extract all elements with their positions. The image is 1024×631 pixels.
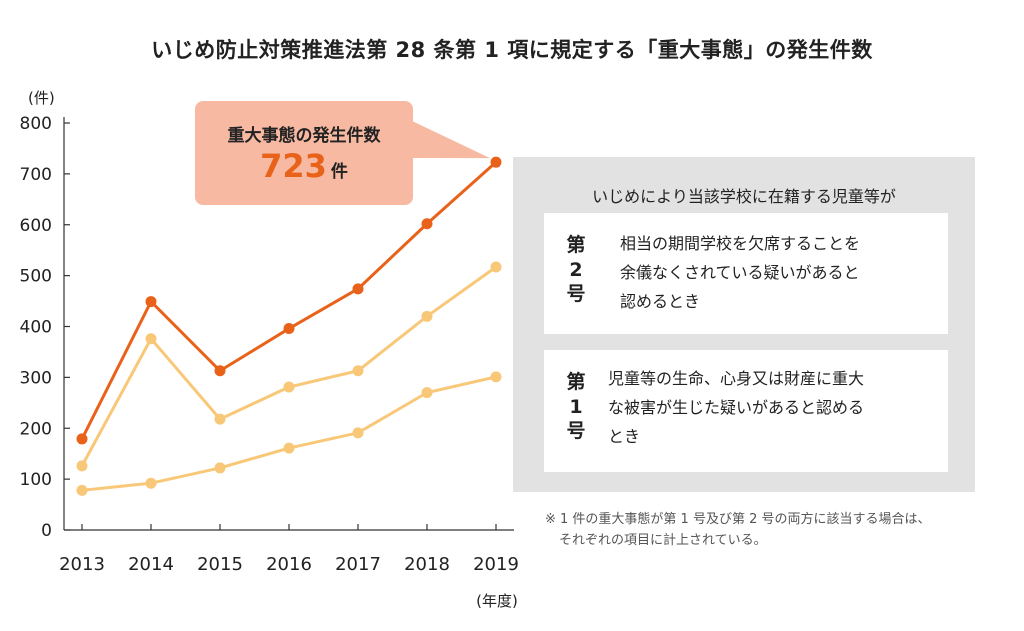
definition-panel: いじめにより当該学校に在籍する児童等が 第 2 号 相当の期間学校を欠席すること… (513, 157, 975, 492)
series-1-point (76, 460, 88, 472)
callout-label: 重大事態の発生件数 (227, 126, 381, 146)
x-tick-label: 2018 (404, 554, 450, 575)
series-0-point (352, 283, 364, 295)
series-line-2 (81, 375, 497, 492)
series-0-point (76, 433, 88, 445)
series-2-point (214, 462, 226, 474)
y-tick-label: 100 (20, 470, 52, 490)
y-tick-label: 700 (20, 165, 52, 185)
series-0-point (421, 218, 433, 230)
series-1-point (490, 261, 502, 273)
y-tick-label: 200 (20, 419, 52, 439)
y-tick-label: 500 (20, 267, 52, 287)
series-1-point (352, 365, 364, 377)
series-1-point (283, 381, 295, 393)
y-tick-label: 600 (20, 216, 52, 236)
series-2-point (352, 427, 364, 439)
y-tick-label: 800 (20, 114, 52, 134)
y-tick-label: 400 (20, 318, 52, 338)
x-tick-label: 2013 (59, 554, 105, 575)
item-2-card: 第 2 号 相当の期間学校を欠席することを 余儀なくされている疑いがあると 認め… (544, 213, 948, 334)
total-callout: 重大事態の発生件数 723 件 (195, 101, 413, 205)
item-1-card: 第 1 号 児童等の生命、心身又は財産に重大 な被害が生じた疑いがあると認める … (544, 350, 948, 472)
item-2-badge: 第 2 号 (566, 234, 586, 306)
series-2-point (283, 442, 295, 454)
chart-title: いじめ防止対策推進法第 28 条第 1 項に規定する「重大事態」の発生件数 (151, 38, 873, 62)
series-0-point (283, 323, 295, 335)
x-tick-label: 2019 (473, 554, 519, 575)
y-axis-label: (件) (28, 89, 55, 107)
series-2-point (76, 484, 88, 496)
x-tick-label: 2017 (335, 554, 381, 575)
callout-number: 723 (260, 147, 327, 185)
item-1-badge: 第 1 号 (566, 371, 586, 443)
callout-value: 723 件 (195, 147, 413, 185)
series-2-point (145, 477, 157, 489)
callout-unit: 件 (330, 162, 348, 182)
y-tick-label: 300 (20, 368, 52, 388)
callout-pointer (410, 120, 490, 159)
item-2-text: 相当の期間学校を欠席することを 余儀なくされている疑いがあると 認めるとき (620, 234, 861, 311)
series-1-point (145, 333, 157, 345)
series-1-point (421, 310, 433, 322)
series-0-point (145, 296, 157, 308)
x-axis-label: (年度) (476, 592, 518, 610)
series-2-point (490, 371, 502, 383)
x-tick-label: 2014 (128, 554, 174, 575)
series-line-1 (80, 265, 497, 467)
y-tick-label: 0 (41, 521, 52, 541)
item-1-text: 児童等の生命、心身又は財産に重大 な被害が生じた疑いがあると認める とき (608, 369, 865, 446)
footnote: ※ 1 件の重大事態が第 1 号及び第 2 号の両方に該当する場合は、 それぞれ… (545, 512, 931, 548)
x-tick-label: 2016 (266, 554, 312, 575)
series-0-point (490, 156, 502, 168)
series-1-point (214, 413, 226, 425)
series-2-point (421, 387, 433, 399)
panel-header: いじめにより当該学校に在籍する児童等が (592, 187, 896, 206)
x-tick-label: 2015 (197, 554, 243, 575)
series-0-point (214, 365, 226, 377)
